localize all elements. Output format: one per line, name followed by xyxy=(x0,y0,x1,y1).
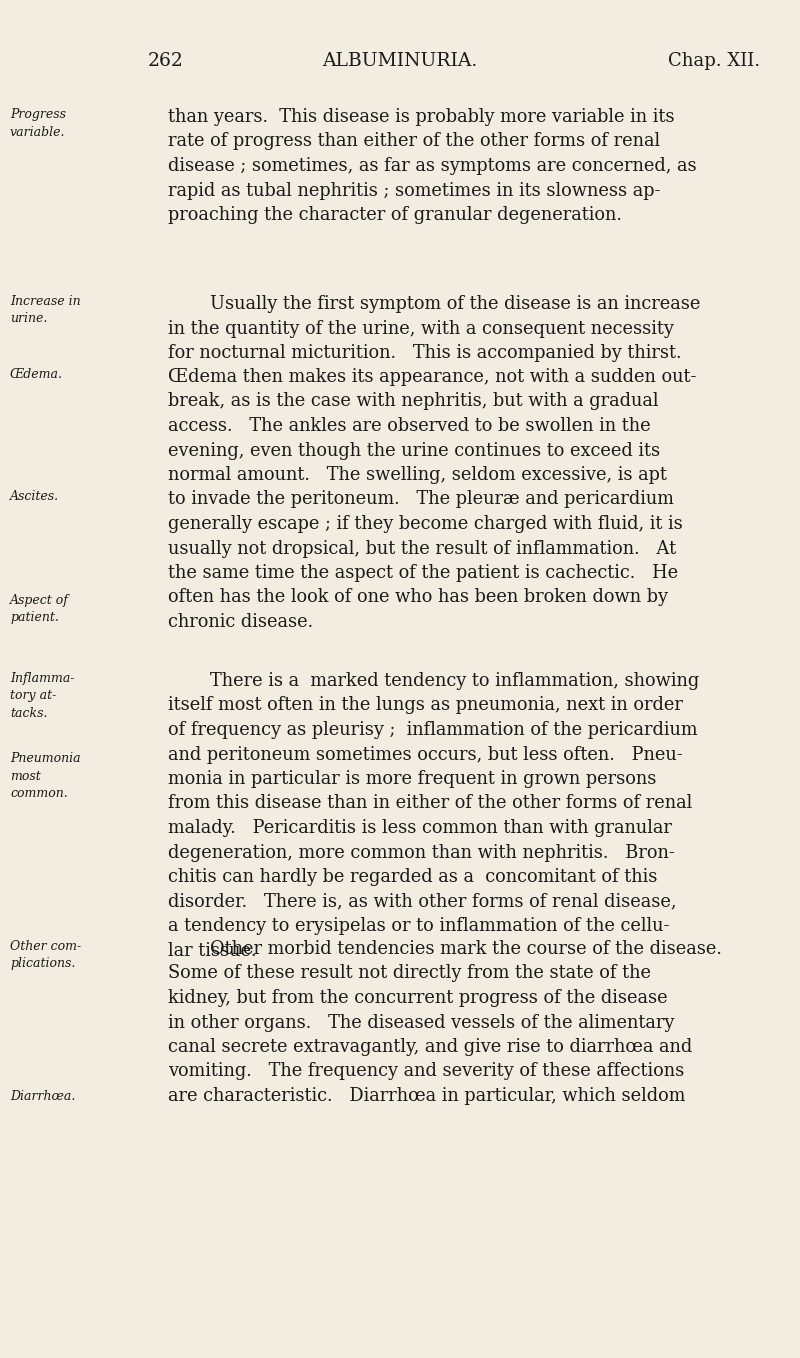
Text: often has the look of one who has been broken down by: often has the look of one who has been b… xyxy=(168,588,668,607)
Text: access.   The ankles are observed to be swollen in the: access. The ankles are observed to be sw… xyxy=(168,417,650,435)
Text: Diarrhœa.: Diarrhœa. xyxy=(10,1090,75,1103)
Text: itself most often in the lungs as pneumonia, next in order: itself most often in the lungs as pneumo… xyxy=(168,697,683,714)
Text: of frequency as pleurisy ;  inflammation of the pericardium: of frequency as pleurisy ; inflammation … xyxy=(168,721,698,739)
Text: There is a  marked tendency to inflammation, showing: There is a marked tendency to inflammati… xyxy=(210,672,699,690)
Text: malady.   Pericarditis is less common than with granular: malady. Pericarditis is less common than… xyxy=(168,819,672,837)
Text: generally escape ; if they become charged with fluid, it is: generally escape ; if they become charge… xyxy=(168,515,682,532)
Text: and peritoneum sometimes occurs, but less often.   Pneu-: and peritoneum sometimes occurs, but les… xyxy=(168,746,682,763)
Text: rate of progress than either of the other forms of renal: rate of progress than either of the othe… xyxy=(168,133,660,151)
Text: disorder.   There is, as with other forms of renal disease,: disorder. There is, as with other forms … xyxy=(168,892,677,910)
Text: for nocturnal micturition.   This is accompanied by thirst.: for nocturnal micturition. This is accom… xyxy=(168,344,682,363)
Text: rapid as tubal nephritis ; sometimes in its slowness ap-: rapid as tubal nephritis ; sometimes in … xyxy=(168,182,661,200)
Text: the same time the aspect of the patient is cachectic.   He: the same time the aspect of the patient … xyxy=(168,564,678,583)
Text: kidney, but from the concurrent progress of the disease: kidney, but from the concurrent progress… xyxy=(168,989,668,1008)
Text: Œdema.: Œdema. xyxy=(10,368,63,382)
Text: a tendency to erysipelas or to inflammation of the cellu-: a tendency to erysipelas or to inflammat… xyxy=(168,917,670,936)
Text: usually not dropsical, but the result of inflammation.   At: usually not dropsical, but the result of… xyxy=(168,539,676,558)
Text: to invade the peritoneum.   The pleuræ and pericardium: to invade the peritoneum. The pleuræ and… xyxy=(168,490,674,508)
Text: Other morbid tendencies mark the course of the disease.: Other morbid tendencies mark the course … xyxy=(210,940,722,957)
Text: Usually the first symptom of the disease is an increase: Usually the first symptom of the disease… xyxy=(210,295,700,312)
Text: 262: 262 xyxy=(148,52,184,71)
Text: ALBUMINURIA.: ALBUMINURIA. xyxy=(322,52,478,71)
Text: than years.  This disease is probably more variable in its: than years. This disease is probably mor… xyxy=(168,109,674,126)
Text: break, as is the case with nephritis, but with a gradual: break, as is the case with nephritis, bu… xyxy=(168,392,658,410)
Text: degeneration, more common than with nephritis.   Bron-: degeneration, more common than with neph… xyxy=(168,843,675,861)
Text: monia in particular is more frequent in grown persons: monia in particular is more frequent in … xyxy=(168,770,656,788)
Text: disease ; sometimes, as far as symptoms are concerned, as: disease ; sometimes, as far as symptoms … xyxy=(168,158,697,175)
Text: in the quantity of the urine, with a consequent necessity: in the quantity of the urine, with a con… xyxy=(168,319,674,338)
Text: normal amount.   The swelling, seldom excessive, is apt: normal amount. The swelling, seldom exce… xyxy=(168,466,667,483)
Text: chronic disease.: chronic disease. xyxy=(168,612,313,631)
Text: Œdema then makes its appearance, not with a sudden out-: Œdema then makes its appearance, not wit… xyxy=(168,368,697,386)
Text: Progress
variable.: Progress variable. xyxy=(10,109,66,139)
Text: Aspect of
patient.: Aspect of patient. xyxy=(10,593,69,625)
Text: Chap. XII.: Chap. XII. xyxy=(668,52,760,71)
Text: Some of these result not directly from the state of the: Some of these result not directly from t… xyxy=(168,964,651,982)
Text: Inflamma-
tory at-
tacks.: Inflamma- tory at- tacks. xyxy=(10,672,74,720)
Text: Other com-
plications.: Other com- plications. xyxy=(10,940,82,971)
Text: Increase in
urine.: Increase in urine. xyxy=(10,295,81,326)
Text: from this disease than in either of the other forms of renal: from this disease than in either of the … xyxy=(168,794,692,812)
Text: are characteristic.   Diarrhœa in particular, which seldom: are characteristic. Diarrhœa in particul… xyxy=(168,1086,686,1105)
Text: lar tissue.: lar tissue. xyxy=(168,941,257,960)
Text: chitis can hardly be regarded as a  concomitant of this: chitis can hardly be regarded as a conco… xyxy=(168,868,658,885)
Text: Ascites.: Ascites. xyxy=(10,490,59,502)
Text: in other organs.   The diseased vessels of the alimentary: in other organs. The diseased vessels of… xyxy=(168,1013,674,1032)
Text: proaching the character of granular degeneration.: proaching the character of granular dege… xyxy=(168,206,622,224)
Text: Pneumonia
most
common.: Pneumonia most common. xyxy=(10,752,81,800)
Text: vomiting.   The frequency and severity of these affections: vomiting. The frequency and severity of … xyxy=(168,1062,684,1081)
Text: canal secrete extravagantly, and give rise to diarrhœa and: canal secrete extravagantly, and give ri… xyxy=(168,1038,692,1057)
Text: evening, even though the urine continues to exceed its: evening, even though the urine continues… xyxy=(168,441,660,459)
